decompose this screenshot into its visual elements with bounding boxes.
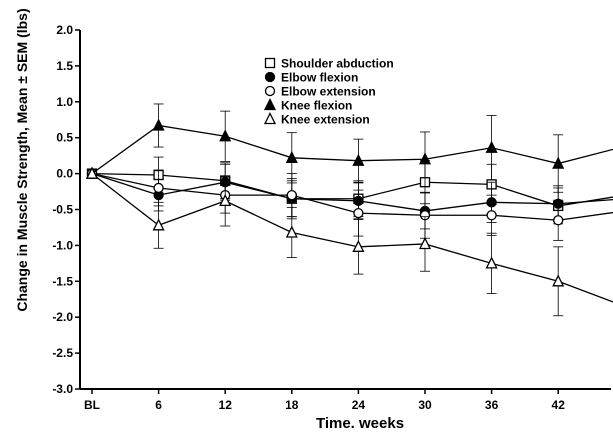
x-tick-label: 42 — [552, 398, 566, 412]
data-point — [352, 239, 365, 252]
y-axis-ticks: 2.0 1.5 1.0 0.5 0.0 -0.5 -1.0 -1.5 -2.0 -2.5 -3.0 — [52, 23, 80, 396]
x-axis-ticks: BL612182430364248 — [84, 389, 566, 412]
legend-label: Elbow extension — [281, 85, 376, 99]
y-tick-label: 0.0 — [56, 167, 73, 181]
data-point — [418, 152, 432, 165]
x-tick-label: 18 — [285, 398, 299, 412]
y-tick-label: 2.0 — [56, 23, 73, 37]
legend-marker — [264, 57, 276, 69]
data-point — [418, 237, 432, 250]
data-point — [485, 256, 498, 269]
data-point — [353, 207, 364, 219]
legend-item: Elbow extension — [264, 85, 376, 99]
y-tick-label: -3.0 — [52, 382, 73, 396]
legend-item: Shoulder abduction — [264, 57, 394, 71]
data-point — [219, 193, 232, 207]
y-tick-label: -2.0 — [52, 310, 73, 324]
y-tick-label: -2.5 — [52, 346, 73, 360]
series-line — [91, 172, 613, 221]
legend-label: Shoulder abduction — [281, 57, 394, 71]
data-point — [285, 150, 298, 163]
y-tick-label: 1.5 — [56, 59, 73, 73]
series-line — [91, 172, 613, 212]
series-shoulder-abduction — [86, 156, 613, 225]
legend-label: Knee flexion — [281, 99, 352, 113]
data-point — [219, 129, 232, 142]
legend-marker — [263, 98, 277, 111]
x-tick-label: 30 — [418, 398, 432, 412]
x-tick-label: 24 — [352, 398, 366, 412]
x-tick-label: BL — [84, 398, 100, 412]
series-group — [85, 103, 613, 317]
legend-item: Elbow flexion — [264, 71, 358, 85]
legend-marker — [264, 71, 276, 83]
series-knee-extension — [85, 166, 613, 317]
data-point — [552, 156, 565, 169]
y-tick-label: -1.5 — [52, 274, 73, 288]
legend-label: Knee extension — [281, 113, 370, 127]
y-axis-title: Change in Muscle Strength, Mean ± SEM (l… — [14, 8, 30, 311]
data-point — [153, 182, 164, 194]
data-point — [552, 274, 565, 287]
series-knee-flexion — [85, 103, 613, 193]
series-line — [91, 124, 613, 175]
x-tick-label: 6 — [155, 398, 162, 412]
x-tick-label: 36 — [485, 398, 499, 412]
series-elbow-flexion — [86, 163, 613, 230]
data-point — [553, 215, 564, 226]
legend-label: Elbow flexion — [281, 71, 358, 85]
legend-marker — [263, 112, 277, 125]
data-point — [286, 189, 297, 201]
data-point — [485, 140, 498, 153]
y-tick-label: 0.5 — [56, 131, 73, 145]
x-tick-label: 12 — [219, 398, 233, 412]
data-point — [152, 118, 165, 131]
x-axis-title: Time. weeks — [316, 415, 404, 432]
legend-item: Knee extension — [263, 112, 370, 127]
data-point — [85, 166, 99, 179]
legend-marker — [264, 85, 276, 97]
data-point — [352, 153, 365, 166]
series-elbow-extension — [86, 168, 613, 241]
data-point — [152, 218, 165, 231]
data-point — [285, 225, 298, 238]
legend-item: Knee flexion — [263, 98, 352, 113]
y-tick-label: -0.5 — [52, 203, 73, 217]
y-tick-label: 1.0 — [56, 95, 73, 109]
data-point — [486, 210, 497, 221]
y-tick-label: -1.0 — [52, 238, 73, 252]
